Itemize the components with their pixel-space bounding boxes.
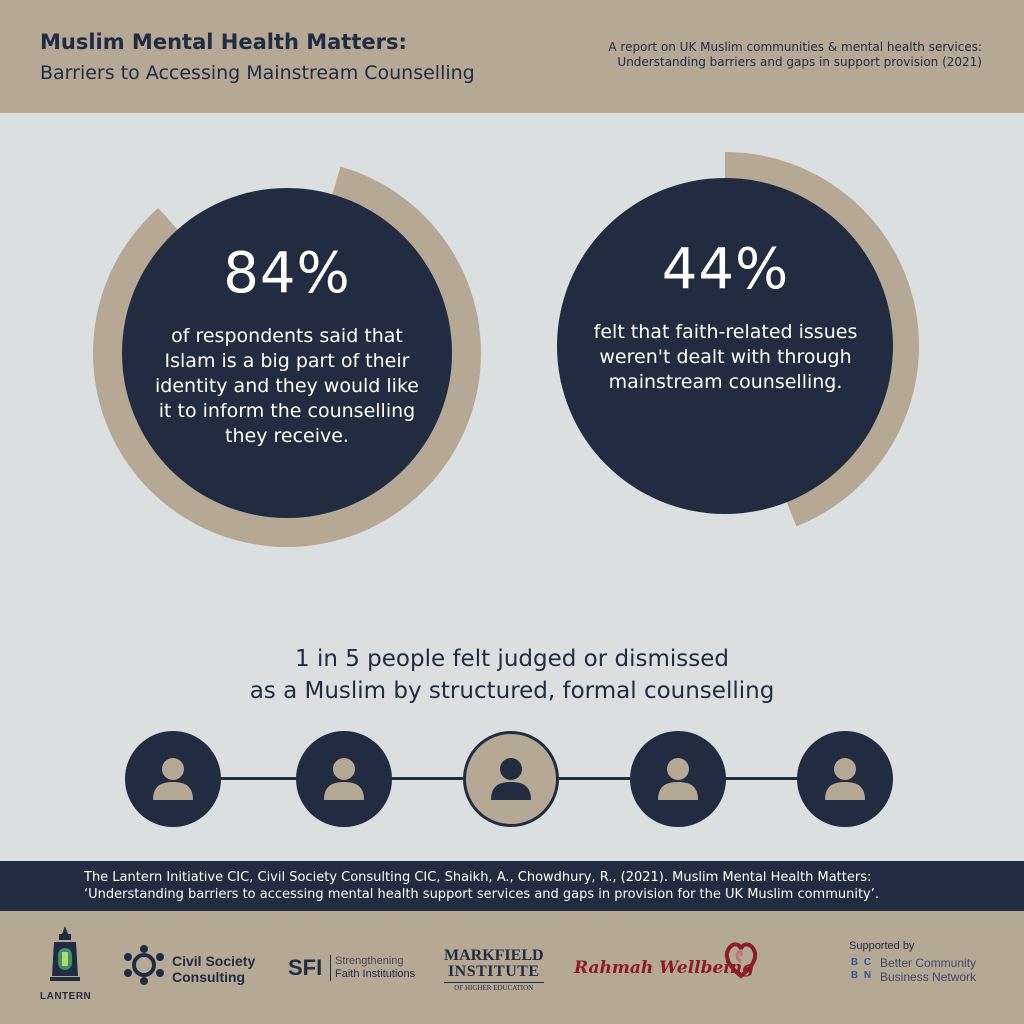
rahmah-heart-icon — [724, 942, 758, 979]
stat-44-value: 44% — [661, 237, 790, 302]
sfi-logo-mark: SFI — [288, 955, 323, 980]
markfield-line-2: INSTITUTE — [447, 963, 540, 980]
lantern-logo-icon — [50, 926, 80, 981]
person-icon — [324, 758, 364, 800]
person-icon — [491, 758, 531, 800]
bcbn-logo-text: Better Community Business Network — [880, 956, 976, 984]
markfield-logo: MARKFIELD INSTITUTE OF HIGHER EDUCATION — [444, 948, 544, 993]
judged-statement: 1 in 5 people felt judged or dismissed a… — [0, 643, 1024, 707]
footer-logos — [0, 911, 1024, 1024]
bcbn-line-1: Better Community — [880, 956, 977, 970]
markfield-line-3: OF HIGHER EDUCATION — [444, 982, 544, 993]
citation-line-1: The Lantern Initiative CIC, Civil Societ… — [84, 870, 872, 885]
person — [630, 731, 726, 827]
civil-society-consulting-logo-icon — [124, 945, 164, 985]
stat-circle-84 — [122, 188, 452, 518]
report-line-1: A report on UK Muslim communities & ment… — [608, 40, 982, 54]
stat-rings — [93, 150, 919, 547]
person — [296, 731, 392, 827]
csc-line-2: Consulting — [172, 969, 246, 985]
page-subtitle: Barriers to Accessing Mainstream Counsel… — [40, 62, 475, 84]
person-icon — [825, 758, 865, 800]
bcbn-letter: N — [863, 970, 872, 981]
stat-circle-44 — [557, 178, 893, 514]
lantern-logo-text: LANTERN — [40, 991, 92, 1002]
csc-line-1: Civil Society — [172, 953, 256, 969]
supported-by-label: Supported by — [849, 940, 915, 952]
stat-44: 44% felt that faith-related issues weren… — [588, 240, 863, 395]
bcbn-line-2: Business Network — [880, 970, 977, 984]
person-icon — [153, 758, 193, 800]
bcbn-letter: C — [863, 957, 872, 968]
stat-84-value: 84% — [223, 241, 351, 306]
bcbn-letter: B — [850, 970, 859, 981]
bcbn-letter: B — [850, 957, 859, 968]
citation-band: The Lantern Initiative CIC, Civil Societ… — [0, 861, 1024, 911]
markfield-line-1: MARKFIELD — [444, 947, 544, 964]
bcbn-logo-icon: B C B N — [848, 956, 874, 982]
header-band: Muslim Mental Health Matters: Barriers t… — [0, 0, 1024, 113]
stat-84: 84% of respondents said that Islam is a … — [152, 244, 422, 449]
person-highlighted — [463, 731, 559, 827]
judged-line-1: 1 in 5 people felt judged or dismissed — [295, 646, 729, 672]
judged-line-2: as a Muslim by structured, formal counse… — [249, 678, 775, 704]
report-line-2: Understanding barriers and gaps in suppo… — [617, 55, 982, 69]
stat-84-description: of respondents said that Islam is a big … — [155, 325, 419, 447]
civil-society-consulting-logo-text: Civil Society Consulting — [172, 953, 255, 985]
citation-line-2: ‘Understanding barriers to accessing men… — [84, 887, 880, 902]
sfi-line-2: Faith Institutions — [335, 968, 416, 980]
person-icon — [658, 758, 698, 800]
sfi-line-1: Strengthening — [335, 955, 404, 967]
rahmah-wellbeing-logo-text: Rahmah Wellbeing — [574, 958, 755, 978]
page-title: Muslim Mental Health Matters: — [40, 30, 407, 54]
report-description: A report on UK Muslim communities & ment… — [608, 40, 982, 70]
sfi-logo-text: Strengthening Faith Institutions — [330, 955, 415, 981]
stat-44-description: felt that faith-related issues weren't d… — [593, 321, 858, 393]
person — [797, 731, 893, 827]
person — [125, 731, 221, 827]
